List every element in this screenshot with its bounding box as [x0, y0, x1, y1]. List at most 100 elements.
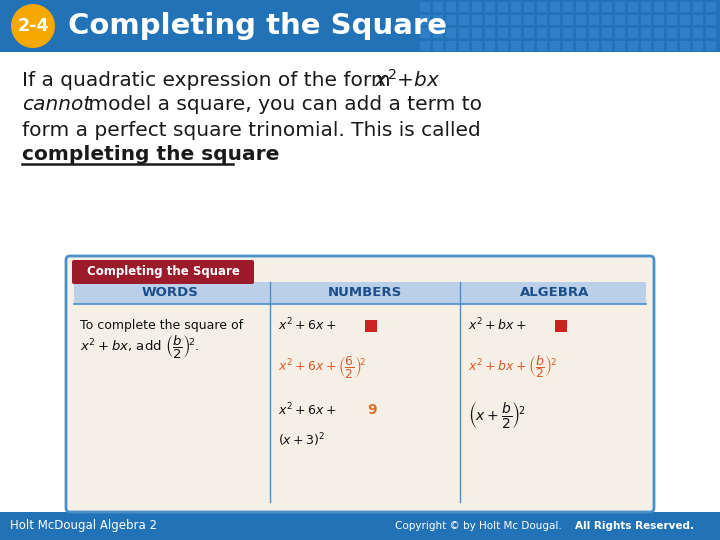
Bar	[511, 2, 521, 12]
Bar	[511, 28, 521, 38]
Text: $x^2 + bx + \left(\dfrac{b}{2}\right)^{\!2}$: $x^2 + bx + \left(\dfrac{b}{2}\right)^{\…	[468, 354, 557, 381]
Bar	[641, 2, 651, 12]
Bar	[420, 2, 430, 12]
Bar	[641, 41, 651, 51]
Bar	[511, 41, 521, 51]
Bar	[589, 15, 599, 25]
Bar	[524, 2, 534, 12]
Text: .: .	[235, 145, 241, 165]
Bar	[602, 28, 612, 38]
Bar	[0, 512, 720, 540]
Bar	[615, 28, 625, 38]
Bar	[446, 41, 456, 51]
Bar	[602, 15, 612, 25]
Bar	[563, 2, 573, 12]
Text: $x^2 + 6x + $: $x^2 + 6x + $	[278, 402, 336, 418]
Bar	[576, 41, 586, 51]
Bar	[706, 41, 716, 51]
Bar	[537, 28, 547, 38]
Bar	[511, 15, 521, 25]
Bar	[485, 2, 495, 12]
Bar	[693, 2, 703, 12]
Text: All Rights Reserved.: All Rights Reserved.	[575, 521, 694, 531]
Bar	[576, 2, 586, 12]
Bar	[589, 28, 599, 38]
Bar	[524, 41, 534, 51]
Bar	[550, 28, 560, 38]
Bar	[365, 320, 377, 332]
Text: 2-4: 2-4	[17, 17, 49, 35]
Circle shape	[11, 4, 55, 48]
Bar	[667, 28, 677, 38]
Bar	[446, 15, 456, 25]
Text: model a square, you can add a term to: model a square, you can add a term to	[82, 96, 482, 114]
Text: completing the square: completing the square	[22, 145, 279, 165]
Bar	[641, 15, 651, 25]
Bar	[498, 2, 508, 12]
Bar	[654, 2, 664, 12]
Bar	[602, 2, 612, 12]
Text: To complete the square of: To complete the square of	[80, 319, 243, 332]
Bar	[433, 41, 443, 51]
Text: cannot: cannot	[22, 96, 91, 114]
Bar	[459, 2, 469, 12]
Text: Holt McDougal Algebra 2: Holt McDougal Algebra 2	[10, 519, 157, 532]
Bar	[472, 15, 482, 25]
Text: ALGEBRA: ALGEBRA	[521, 287, 590, 300]
Text: $\left(x + \dfrac{b}{2}\right)^{\!2}$: $\left(x + \dfrac{b}{2}\right)^{\!2}$	[468, 400, 526, 430]
Text: Completing the Square: Completing the Square	[68, 12, 447, 40]
Text: $x^2 + 6x +\ $: $x^2 + 6x +\ $	[278, 316, 336, 333]
Bar	[537, 15, 547, 25]
Bar	[420, 41, 430, 51]
Bar	[459, 15, 469, 25]
FancyBboxPatch shape	[66, 256, 654, 512]
Bar	[615, 41, 625, 51]
Bar	[602, 41, 612, 51]
Text: $(x + 3)^2$: $(x + 3)^2$	[278, 431, 325, 449]
Bar	[459, 41, 469, 51]
Bar	[485, 15, 495, 25]
Bar	[524, 28, 534, 38]
Bar	[589, 2, 599, 12]
Bar	[555, 320, 567, 332]
Bar	[74, 282, 646, 304]
Bar	[628, 2, 638, 12]
Bar	[472, 41, 482, 51]
Bar	[680, 41, 690, 51]
Bar	[628, 15, 638, 25]
Bar	[680, 28, 690, 38]
Bar	[654, 15, 664, 25]
Bar	[667, 2, 677, 12]
Bar	[498, 15, 508, 25]
Bar	[576, 28, 586, 38]
Bar	[667, 41, 677, 51]
Text: $x^2 + bx +\ $: $x^2 + bx +\ $	[468, 316, 526, 333]
FancyBboxPatch shape	[72, 260, 254, 284]
Bar	[524, 15, 534, 25]
Bar	[680, 2, 690, 12]
Bar	[667, 15, 677, 25]
Bar	[420, 15, 430, 25]
Bar	[563, 41, 573, 51]
Bar	[498, 41, 508, 51]
Bar	[706, 2, 716, 12]
Bar	[485, 28, 495, 38]
Text: form a perfect square trinomial. This is called: form a perfect square trinomial. This is…	[22, 120, 481, 139]
Text: NUMBERS: NUMBERS	[328, 287, 402, 300]
Bar	[537, 41, 547, 51]
Text: $\mathbf{9}$: $\mathbf{9}$	[367, 403, 378, 417]
Text: If a quadratic expression of the form: If a quadratic expression of the form	[22, 71, 397, 90]
Bar	[550, 15, 560, 25]
Bar	[628, 28, 638, 38]
Bar	[615, 2, 625, 12]
Bar	[615, 15, 625, 25]
Bar	[537, 2, 547, 12]
Bar	[433, 28, 443, 38]
Bar	[563, 15, 573, 25]
Text: WORDS: WORDS	[142, 287, 199, 300]
Bar	[563, 28, 573, 38]
Bar	[693, 28, 703, 38]
Bar	[654, 28, 664, 38]
Text: Completing the Square: Completing the Square	[86, 266, 240, 279]
Bar	[446, 2, 456, 12]
